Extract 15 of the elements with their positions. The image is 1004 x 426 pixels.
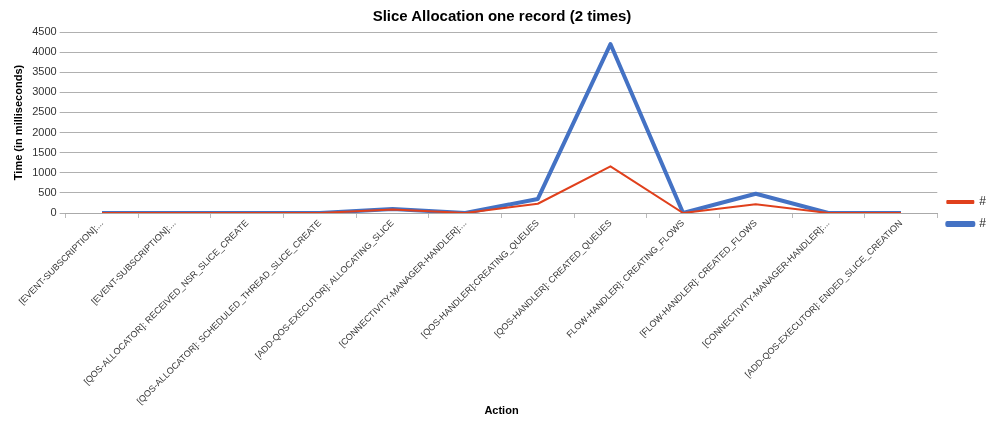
- legend-label: #: [979, 194, 987, 209]
- y-tick-label: 3500: [32, 65, 57, 78]
- y-tick-label: 4000: [32, 45, 57, 58]
- chart-title: Slice Allocation one record (2 times): [372, 7, 632, 25]
- y-tick-label: 3000: [32, 85, 57, 98]
- legend-label: #: [979, 216, 987, 231]
- y-tick-label: 1000: [32, 165, 57, 178]
- y-tick-label: 4500: [32, 25, 57, 38]
- y-tick-label: 500: [38, 185, 57, 198]
- y-tick-label: 2000: [32, 125, 57, 138]
- y-tick-label: 2500: [32, 105, 57, 118]
- y-tick-label: 0: [50, 206, 57, 219]
- y-tick-label: 1500: [32, 145, 57, 158]
- y-axis-title: Time (in milliseconds): [11, 64, 24, 181]
- x-axis-title: Action: [484, 404, 519, 417]
